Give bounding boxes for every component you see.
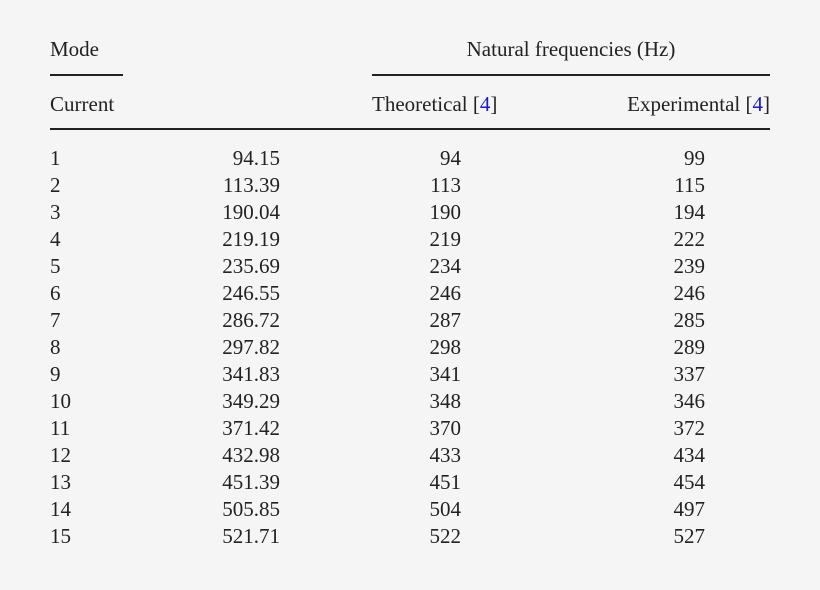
experimental-cell: 527 [673, 524, 706, 548]
theoretical-cell: 522 [429, 524, 462, 548]
current-cell: 451.39 [222, 470, 280, 494]
theoretical-cell: 219 [429, 227, 462, 251]
current-cell: 297.82 [222, 335, 280, 359]
experimental-cell: 372 [673, 416, 706, 440]
mode-cell: 2 [50, 173, 61, 197]
experimental-cell: 497 [673, 497, 706, 521]
theoretical-cell: 451 [429, 470, 462, 494]
current-cell: 94.15 [232, 146, 280, 170]
experimental-cell: 194 [673, 200, 706, 224]
experimental-cell: 246 [673, 281, 706, 305]
mode-cell: 3 [50, 200, 61, 224]
header-current: Current [50, 92, 115, 116]
mode-cell: 5 [50, 254, 61, 278]
mode-cell: 6 [50, 281, 61, 305]
current-cell: 371.42 [222, 416, 280, 440]
table-row: 8 297.82 298 289 [0, 335, 820, 362]
current-cell: 521.71 [222, 524, 280, 548]
experimental-cell: 289 [673, 335, 706, 359]
theoretical-cell: 246 [429, 281, 462, 305]
current-cell: 113.39 [223, 173, 280, 197]
experimental-cell: 285 [673, 308, 706, 332]
current-cell: 219.19 [222, 227, 280, 251]
theoretical-cell: 298 [429, 335, 462, 359]
table-row: 4 219.19 219 222 [0, 227, 820, 254]
header-natural-frequencies: Natural frequencies (Hz) [466, 37, 676, 61]
table-row: 14 505.85 504 497 [0, 497, 820, 524]
experimental-cell: 222 [673, 227, 706, 251]
mode-cell: 10 [50, 389, 71, 413]
bracket: [ [745, 92, 753, 116]
theoretical-cell: 433 [429, 443, 462, 467]
table-row: 9 341.83 341 337 [0, 362, 820, 389]
experimental-cell: 239 [673, 254, 706, 278]
current-cell: 190.04 [222, 200, 280, 224]
header-mode: Mode [50, 37, 99, 61]
mode-cell: 8 [50, 335, 61, 359]
mode-cell: 11 [50, 416, 71, 440]
mode-cell: 13 [50, 470, 71, 494]
mode-cell: 9 [50, 362, 61, 386]
reference-link[interactable]: 4 [479, 92, 491, 116]
theoretical-label: Theoretical [372, 92, 468, 116]
table-row: 5 235.69 234 239 [0, 254, 820, 281]
table-row: 3 190.04 190 194 [0, 200, 820, 227]
mode-cell: 14 [50, 497, 71, 521]
bracket: ] [490, 92, 498, 116]
header-experimental: Experimental [4] [627, 92, 770, 116]
mode-cell: 15 [50, 524, 71, 548]
theoretical-cell: 504 [429, 497, 462, 521]
theoretical-cell: 234 [429, 254, 462, 278]
current-cell: 341.83 [222, 362, 280, 386]
mode-cell: 12 [50, 443, 71, 467]
table-row: 11 371.42 370 372 [0, 416, 820, 443]
group-underline [372, 74, 770, 76]
current-cell: 505.85 [222, 497, 280, 521]
theoretical-cell: 341 [429, 362, 462, 386]
experimental-cell: 454 [673, 470, 706, 494]
mode-cell: 4 [50, 227, 61, 251]
theoretical-cell: 370 [429, 416, 462, 440]
table-row: 12 432.98 433 434 [0, 443, 820, 470]
bracket: [ [472, 92, 480, 116]
table-row: 7 286.72 287 285 [0, 308, 820, 335]
bracket: ] [763, 92, 770, 116]
theoretical-cell: 348 [429, 389, 462, 413]
experimental-cell: 337 [673, 362, 706, 386]
theoretical-cell: 287 [429, 308, 462, 332]
table-row: 6 246.55 246 246 [0, 281, 820, 308]
reference-link[interactable]: 4 [752, 92, 764, 116]
header-theoretical: Theoretical [4] [372, 92, 497, 116]
table-row: 15 521.71 522 527 [0, 524, 820, 551]
experimental-cell: 434 [673, 443, 706, 467]
theoretical-cell: 190 [429, 200, 462, 224]
current-cell: 246.55 [222, 281, 280, 305]
experimental-cell: 99 [684, 146, 705, 170]
current-cell: 235.69 [222, 254, 280, 278]
mode-underline [50, 74, 123, 76]
theoretical-cell: 94 [440, 146, 461, 170]
current-cell: 349.29 [222, 389, 280, 413]
current-cell: 286.72 [222, 308, 280, 332]
table-row: 2 113.39 113 115 [0, 173, 820, 200]
table-row: 1 94.15 94 99 [0, 146, 820, 173]
mode-cell: 7 [50, 308, 61, 332]
header-rule [50, 128, 770, 130]
table-row: 13 451.39 451 454 [0, 470, 820, 497]
table-row: 10 349.29 348 346 [0, 389, 820, 416]
mode-cell: 1 [50, 146, 61, 170]
theoretical-cell: 113 [430, 173, 461, 197]
experimental-label: Experimental [627, 92, 741, 116]
experimental-cell: 346 [673, 389, 706, 413]
experimental-cell: 115 [674, 173, 705, 197]
current-cell: 432.98 [222, 443, 280, 467]
